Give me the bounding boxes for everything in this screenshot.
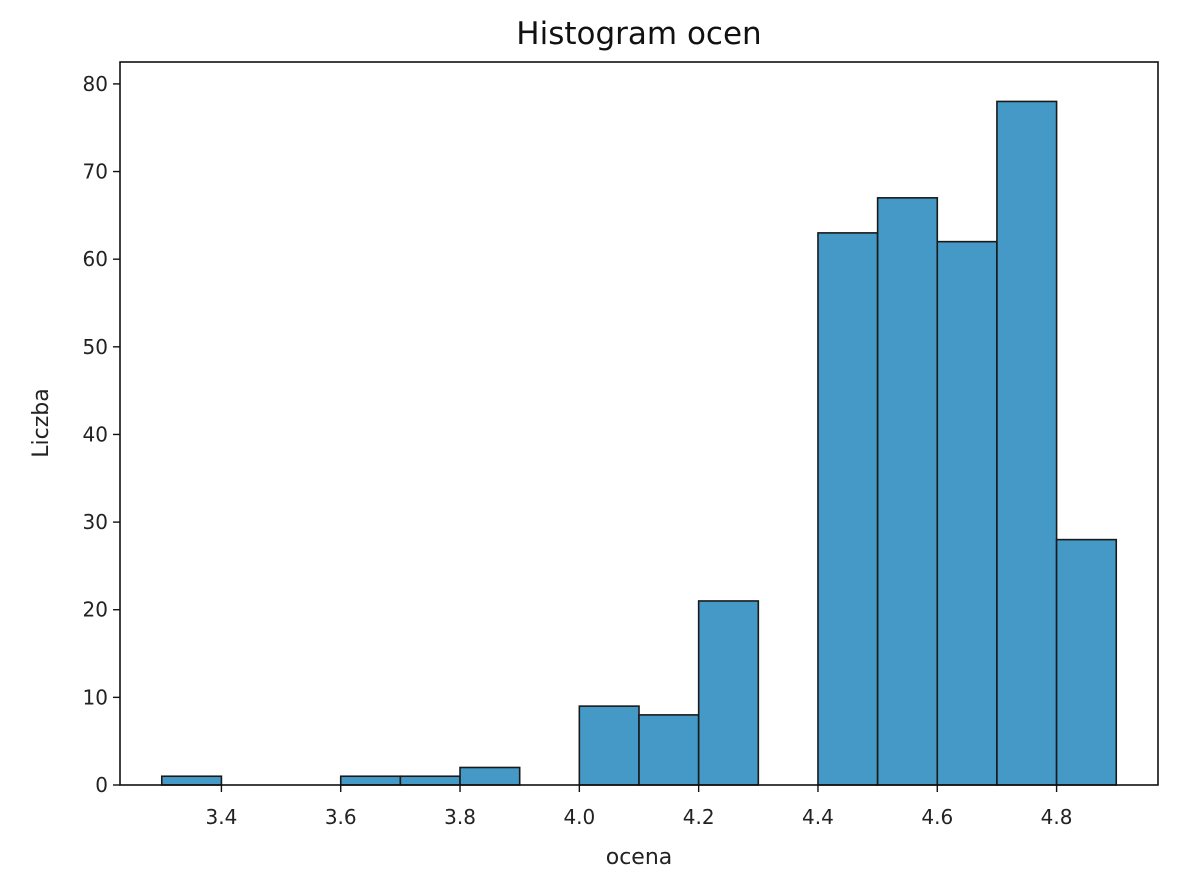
x-tick-label: 3.4 [206, 805, 238, 829]
histogram-bar-4 [399, 775, 461, 786]
x-tick-label: 3.8 [444, 805, 476, 829]
histogram-bar-9 [697, 600, 760, 786]
histogram-bar-5 [459, 766, 521, 786]
y-tick-label: 30 [83, 510, 108, 534]
chart-title: Histogram ocen [516, 16, 761, 52]
y-tick-label: 70 [83, 160, 108, 184]
histogram-bar-7 [578, 705, 640, 786]
x-tick-label: 4.4 [802, 805, 834, 829]
y-tick-label: 80 [83, 72, 108, 96]
y-tick-label: 20 [83, 598, 108, 622]
histogram-bar-3 [339, 775, 402, 786]
y-tick-label: 40 [83, 422, 108, 446]
histogram-bar-15 [1055, 538, 1118, 786]
plot-frame [119, 61, 1159, 786]
histogram-bar-13 [936, 240, 998, 786]
x-tick-label: 4.6 [921, 805, 953, 829]
y-axis-label: Liczba [29, 388, 54, 457]
x-axis-label: ocena [606, 845, 673, 870]
y-tick-label: 0 [95, 773, 108, 797]
x-tick-label: 3.6 [325, 805, 357, 829]
histogram-bar-14 [996, 100, 1058, 786]
histogram-bar-0 [160, 775, 223, 786]
y-tick-label: 10 [83, 685, 108, 709]
x-axis: 3.4 3.6 3.8 4.0 4.2 4.4 4.6 4.8 [206, 785, 1073, 829]
x-tick-label: 4.8 [1041, 805, 1073, 829]
histogram-bar-8 [638, 714, 700, 786]
y-tick-label: 60 [83, 247, 108, 271]
bars-group [160, 100, 1118, 786]
histogram-bar-11 [817, 232, 879, 786]
x-tick-label: 4.2 [683, 805, 715, 829]
histogram-bar-12 [876, 197, 939, 786]
x-tick-label: 4.0 [563, 805, 595, 829]
y-tick-label: 50 [83, 335, 108, 359]
y-axis: 0 10 20 30 40 50 60 70 80 [83, 72, 120, 797]
